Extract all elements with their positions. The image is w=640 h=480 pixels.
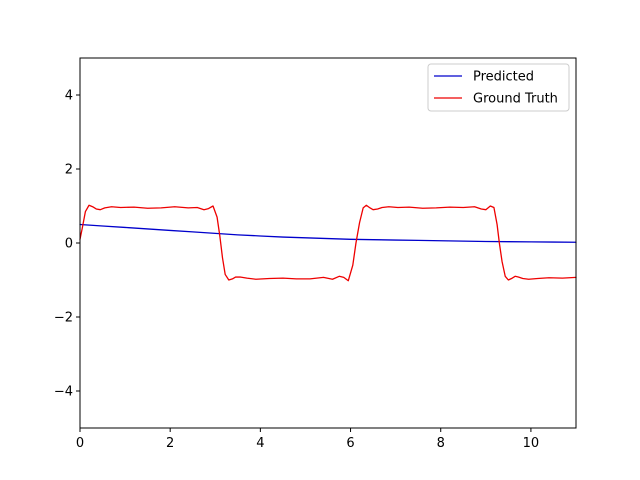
legend-label-predicted: Predicted: [473, 70, 534, 85]
x-tick-label: 6: [346, 436, 354, 451]
series-line-ground-truth: [79, 204, 577, 282]
x-tick-label: 10: [523, 436, 540, 451]
legend-label-ground-truth: Ground Truth: [473, 92, 558, 107]
x-tick-label: 0: [76, 436, 84, 451]
y-tick-label: −2: [54, 311, 73, 326]
y-tick-label: 2: [65, 163, 73, 178]
series-line-predicted: [79, 223, 577, 243]
x-tick-label: 8: [437, 436, 445, 451]
y-tick-label: −4: [54, 385, 73, 400]
x-tick-label: 2: [166, 436, 174, 451]
legend: Predicted Ground Truth: [427, 63, 570, 112]
y-tick-label: 0: [65, 237, 73, 252]
x-tick-label: 4: [256, 436, 264, 451]
y-tick-label: 4: [65, 89, 73, 104]
y-axis: −4 −2 0 2 4: [54, 89, 80, 400]
x-axis: 0 2 4 6 8 10: [76, 428, 539, 451]
legend-box: [427, 63, 570, 112]
plot-area: [79, 204, 577, 282]
